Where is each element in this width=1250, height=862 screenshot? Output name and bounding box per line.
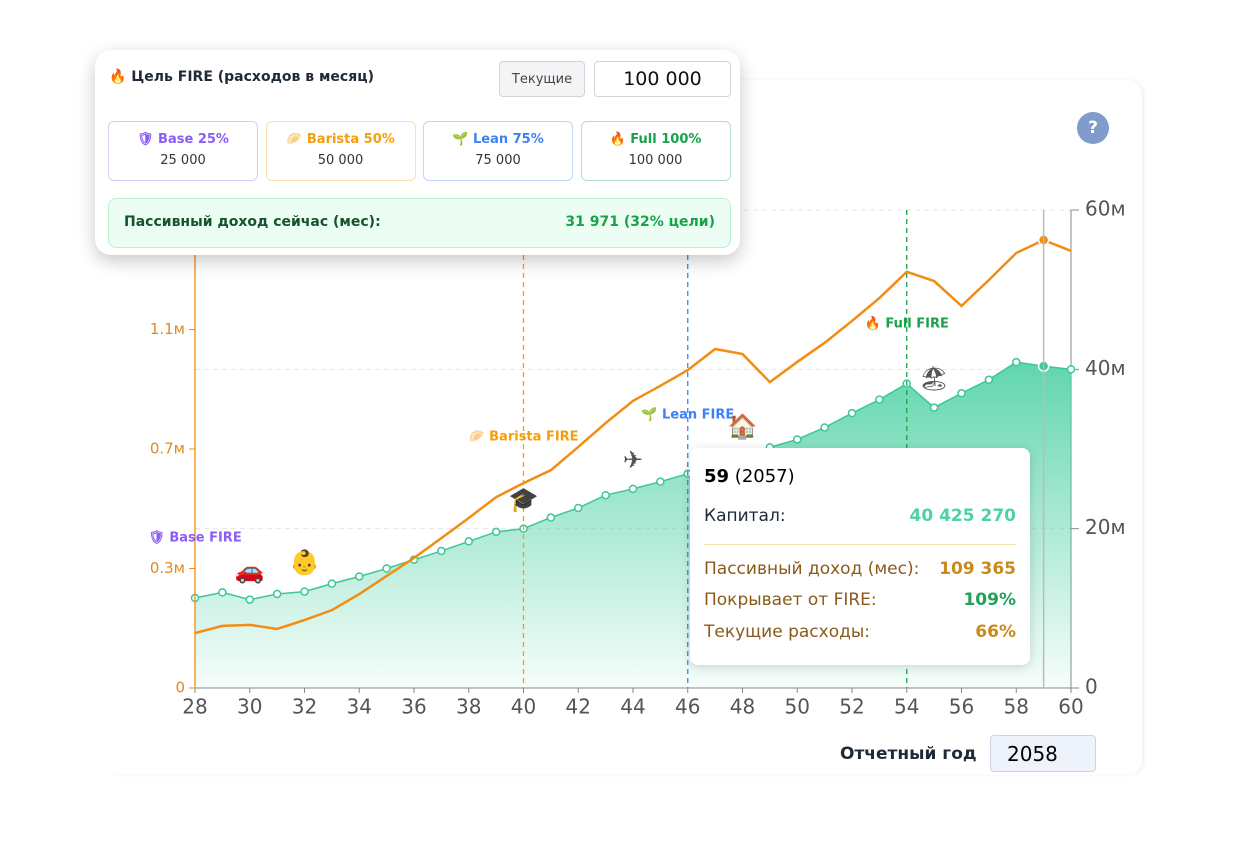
- x-tick-label: 48: [730, 695, 755, 719]
- milestone-label: 🔥 Full FIRE: [865, 316, 949, 332]
- tooltip-value: 66%: [975, 622, 1016, 642]
- x-tick-label: 42: [566, 695, 591, 719]
- tooltip-label: Покрывает от FIRE:: [704, 590, 877, 610]
- help-button[interactable]: ?: [1077, 112, 1109, 144]
- tooltip: 59 (2057) Капитал: 40 425 270 Пассивный до…: [690, 448, 1030, 665]
- x-tick-label: 38: [456, 695, 481, 719]
- point: [875, 395, 884, 404]
- x-tick-label: 34: [347, 695, 372, 719]
- tooltip-value: 109 365: [939, 559, 1016, 579]
- report-year-input[interactable]: 2058: [990, 735, 1096, 772]
- x-tick-label: 40: [511, 695, 536, 719]
- milestone-label: 🥟 Barista FIRE: [468, 430, 578, 445]
- passive-income: Пассивный доход сейчас (мес): 31 971 (32%…: [108, 198, 731, 248]
- tooltip-year: (2057): [734, 466, 795, 487]
- point: [601, 490, 610, 500]
- card-label: 🌱 Lean 75%: [452, 132, 544, 147]
- card-value: 50 000: [317, 153, 364, 168]
- series-line: [194, 238, 1072, 635]
- event-icon: 🏖: [919, 365, 949, 393]
- event-icon: 🎓: [509, 486, 539, 514]
- card-label: 🥟 Barista 50%: [286, 132, 395, 147]
- point: [793, 435, 802, 444]
- tooltip-label: Капитал:: [704, 506, 786, 526]
- point: [218, 588, 227, 597]
- event-icon: 👶: [290, 549, 320, 577]
- point: [546, 513, 556, 522]
- card-label: 🔥 Full 100%: [609, 132, 702, 147]
- event-icon: 🚗: [235, 557, 265, 585]
- x-tick-label: 60: [1058, 695, 1083, 719]
- tooltip-value: 109%: [963, 590, 1016, 610]
- x-tick-label: 50: [785, 695, 810, 719]
- x-tick-label: 54: [894, 695, 919, 719]
- y2-tick-label: 60м: [1085, 197, 1126, 221]
- x-tick-label: 46: [675, 695, 700, 719]
- card-value: 75 000: [475, 153, 521, 168]
- point: [327, 579, 337, 588]
- y-tick-label: 0.7м: [150, 440, 185, 458]
- y2-tick-label: 0: [1085, 675, 1098, 699]
- x-tick-label: 28: [182, 695, 207, 719]
- card-value: 25 000: [160, 153, 206, 168]
- fire-goal-panel: 🔥 Цель FIRE (расходов в месяц) Текущие 1…: [95, 50, 740, 255]
- milestone-label: 🛡 Base FIRE: [148, 530, 241, 546]
- point: [820, 423, 829, 432]
- x-tick-label: 56: [949, 695, 974, 719]
- goal-card[interactable]: 🔥 Full 100% 100 000: [580, 121, 731, 181]
- panel-title: 🔥 Цель FIRE (расходов в месяц): [109, 69, 374, 85]
- event-icon: ✈: [623, 446, 643, 474]
- passive-label: Пассивный доход сейчас (мес):: [124, 214, 381, 230]
- x-tick-label: 32: [292, 695, 317, 719]
- y-tick-label: 0: [175, 679, 185, 697]
- goal-card[interactable]: 🛡 Base 25% 25 000: [108, 121, 258, 181]
- tooltip-value: 40 425 270: [909, 506, 1016, 526]
- event-icon: 🏠: [728, 412, 758, 440]
- goal-card[interactable]: 🌱 Lean 75% 75 000: [423, 121, 573, 181]
- point: [437, 546, 446, 556]
- point: [1012, 357, 1021, 367]
- tooltip-row: Покрывает от FIRE: 109%: [704, 590, 1016, 610]
- passive-value: 31 971 (32% цели): [565, 214, 715, 230]
- point: [1066, 365, 1076, 374]
- point: [272, 589, 282, 599]
- y2-tick-label: 40м: [1085, 356, 1126, 380]
- point: [656, 477, 665, 486]
- x-tick-label: 36: [401, 695, 426, 719]
- point: [355, 572, 364, 581]
- tooltip-label: Пассивный доход (мес):: [704, 559, 920, 579]
- point: [957, 388, 966, 398]
- goal-card[interactable]: 🥟 Barista 50% 50 000: [265, 121, 416, 181]
- point: [984, 375, 994, 384]
- point: [300, 587, 309, 596]
- point: [245, 595, 254, 604]
- point: [382, 564, 391, 573]
- tooltip-label: Текущие расходы:: [704, 622, 871, 642]
- card-value: 100 000: [628, 153, 683, 168]
- tooltip-row: Пассивный доход (мес): 109 365: [704, 559, 1016, 579]
- milestone-label: 🌱 Lean FIRE: [641, 407, 734, 423]
- point: [847, 408, 857, 418]
- point: [491, 527, 501, 537]
- x-tick-label: 30: [237, 695, 262, 719]
- point: [464, 537, 473, 546]
- y-tick-label: 0.3м: [150, 559, 185, 577]
- tooltip-age: 59: [704, 466, 730, 487]
- current-button[interactable]: Текущие: [499, 61, 585, 97]
- x-tick-label: 52: [839, 695, 864, 719]
- x-tick-label: 58: [1004, 695, 1029, 719]
- point: [628, 484, 638, 494]
- tooltip-row: Капитал: 40 425 270: [704, 506, 1016, 526]
- x-tick-label: 44: [620, 695, 645, 719]
- report-label: Отчетный год: [840, 744, 977, 764]
- point: [929, 403, 939, 412]
- tooltip-divider: [704, 544, 1016, 545]
- card-label: 🛡 Base 25%: [137, 132, 229, 147]
- y-tick-label: 1.1м: [150, 320, 185, 338]
- y2-tick-label: 20м: [1085, 515, 1126, 539]
- goal-input[interactable]: 100 000: [594, 61, 731, 97]
- point: [574, 503, 583, 513]
- tooltip-row: Текущие расходы: 66%: [704, 622, 1016, 642]
